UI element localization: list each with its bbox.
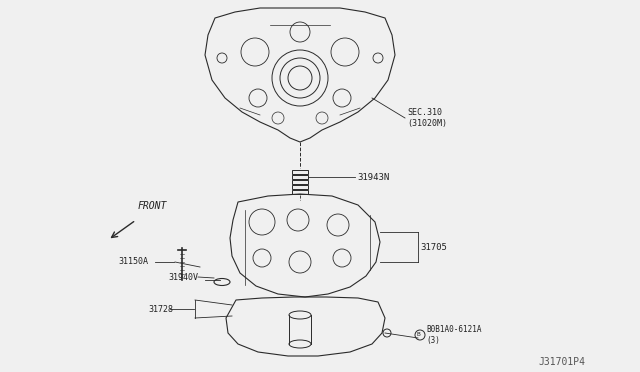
Bar	[292, 175, 308, 179]
Text: 31705: 31705	[420, 243, 447, 251]
Bar	[292, 170, 308, 174]
Text: J31701P4: J31701P4	[538, 357, 585, 367]
Text: B0B1A0-6121A
(3): B0B1A0-6121A (3)	[426, 325, 481, 345]
Bar	[292, 185, 308, 189]
Text: B: B	[416, 333, 420, 337]
Text: FRONT: FRONT	[138, 201, 168, 211]
Text: 31150A: 31150A	[118, 257, 148, 266]
Text: 31728: 31728	[148, 305, 173, 314]
Text: 31940V: 31940V	[168, 273, 198, 282]
Bar	[292, 180, 308, 184]
Text: SEC.310
(31020M): SEC.310 (31020M)	[407, 108, 447, 128]
Bar	[292, 190, 308, 194]
Text: 31943N: 31943N	[357, 173, 389, 182]
